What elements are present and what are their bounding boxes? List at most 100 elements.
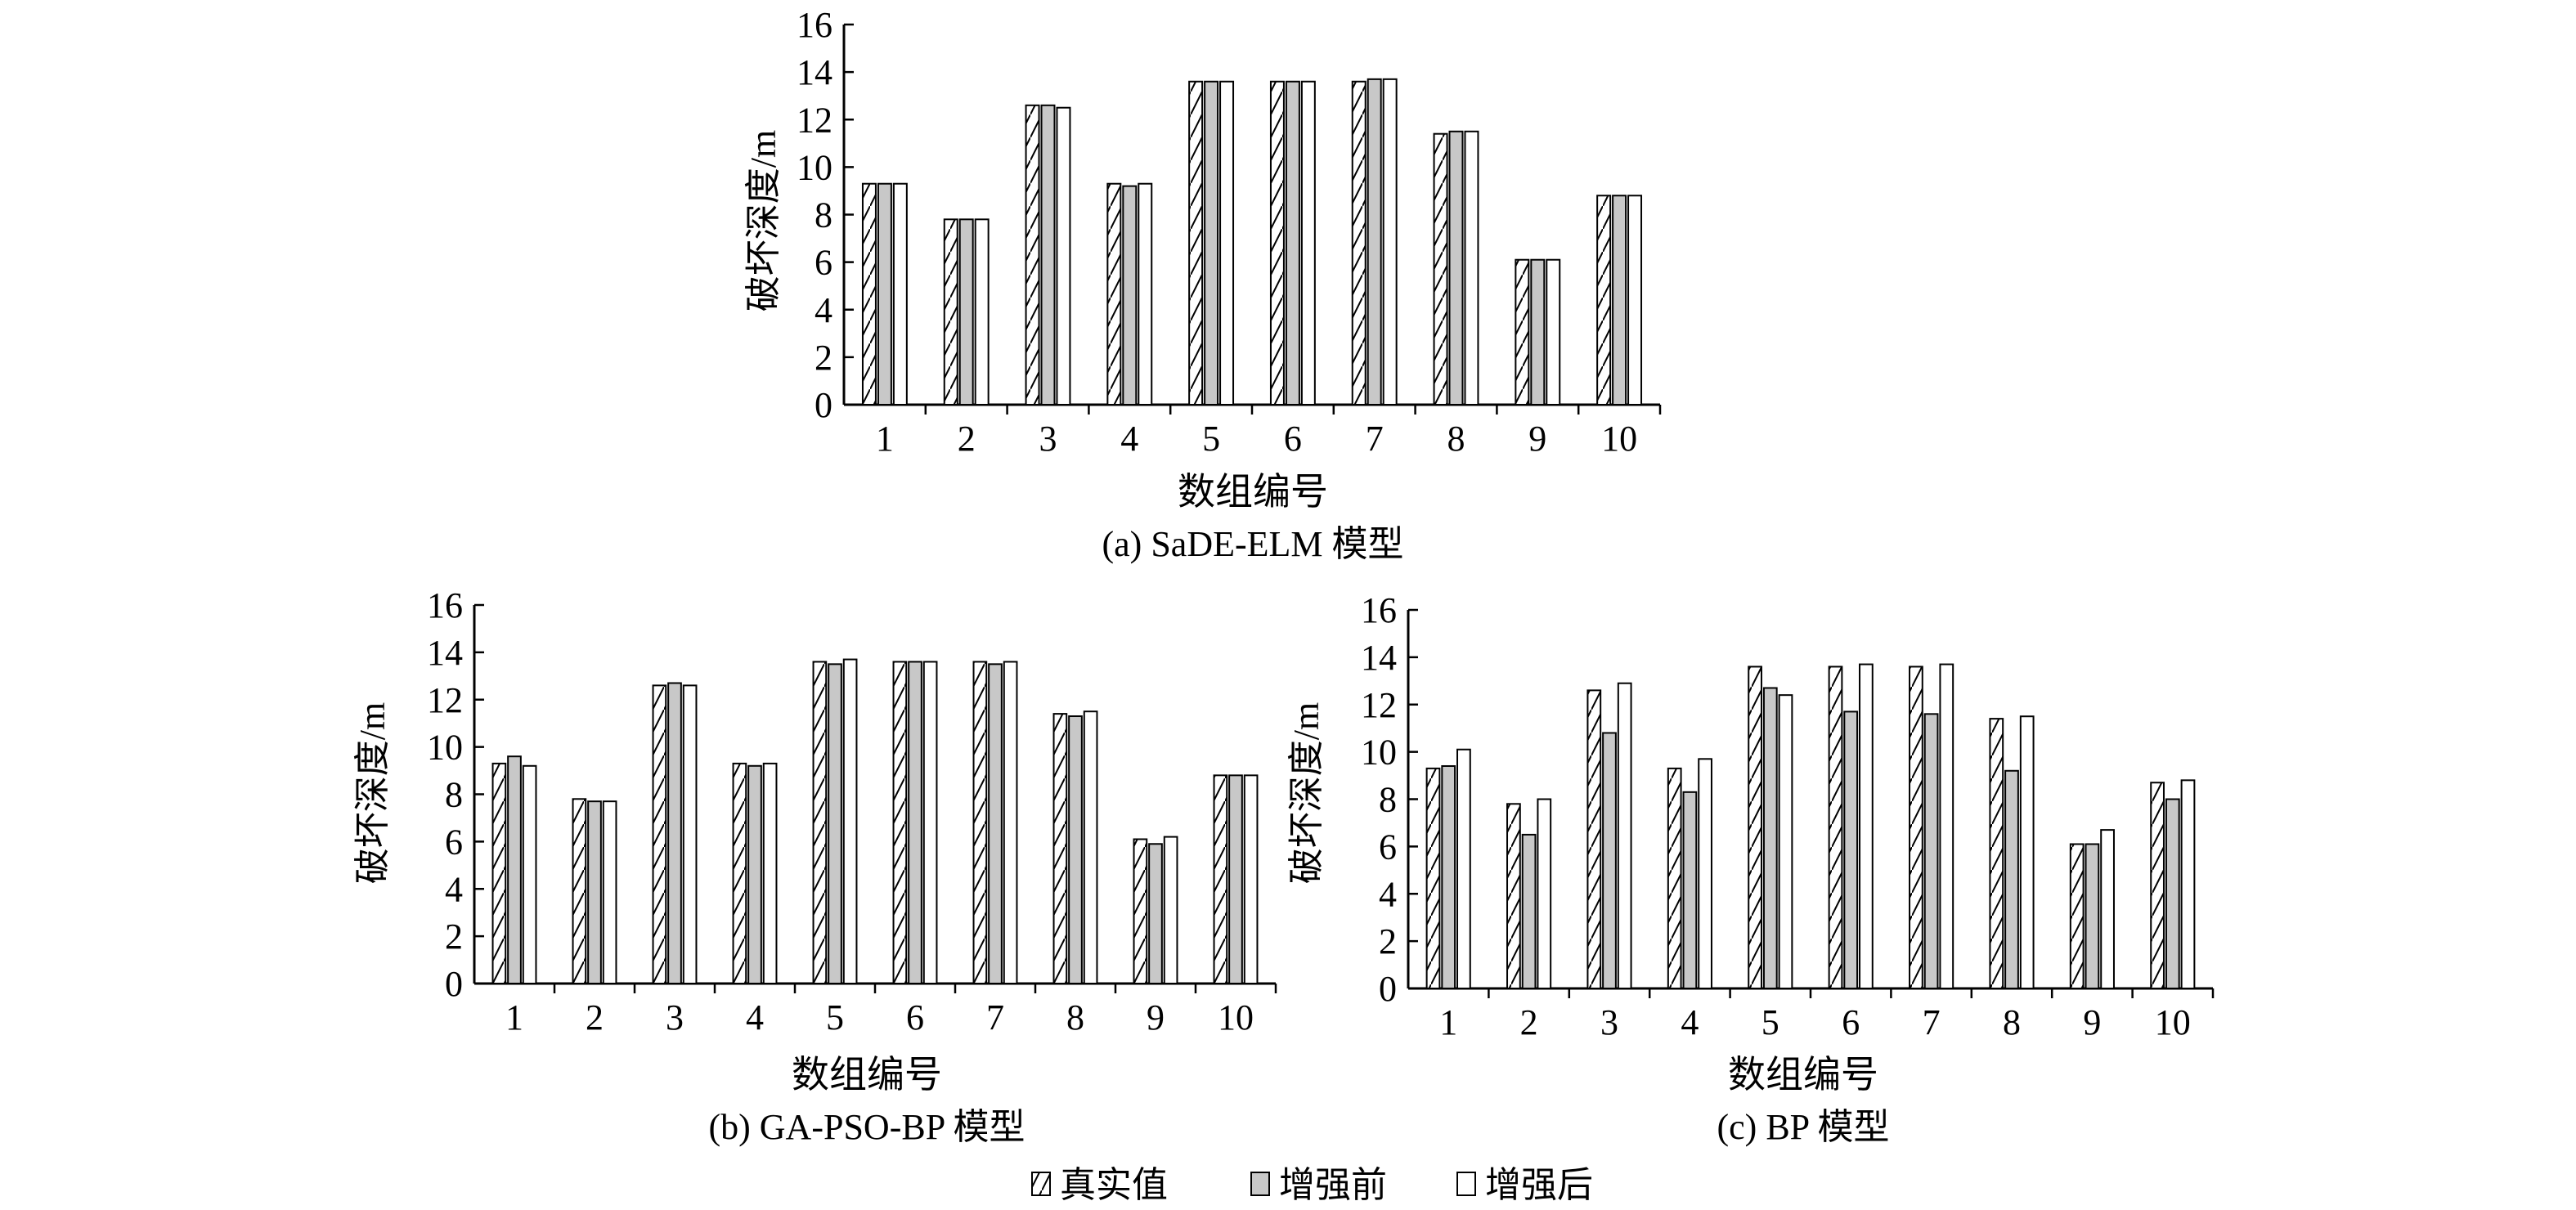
x-axis-label: 数组编号 [1728, 1054, 1878, 1096]
bar-after-8 [1083, 710, 1098, 984]
bar-after-3 [1056, 106, 1071, 406]
bar-before-8 [1068, 715, 1083, 984]
bar-after-7 [1939, 663, 1954, 990]
bar-before-2 [1521, 833, 1537, 989]
bar-after-5 [1778, 694, 1793, 989]
bar-true-value-4 [1106, 182, 1122, 406]
bar-after-9 [2100, 829, 2115, 990]
y-tick-label: 14 [797, 52, 832, 92]
bar-before-10 [1612, 195, 1627, 406]
bar-after-2 [1537, 798, 1552, 989]
bar-after-7 [1382, 78, 1398, 406]
bar-after-10 [1243, 774, 1259, 984]
bar-true-value-9 [2069, 843, 2085, 989]
y-tick-label: 2 [1379, 921, 1397, 961]
legend-label: 真实值 [1060, 1165, 1168, 1205]
bar-before-2 [587, 800, 602, 985]
bar-before-7 [1367, 78, 1382, 406]
y-tick-label: 10 [797, 147, 832, 187]
y-tick-label: 6 [445, 822, 463, 862]
x-tick-label: 6 [906, 997, 924, 1037]
bar-after-4 [762, 762, 778, 984]
bar-after-1 [1456, 748, 1471, 989]
bar-true-value-7 [1351, 80, 1367, 406]
y-tick-label: 6 [815, 243, 832, 283]
bar-before-5 [1762, 687, 1778, 990]
y-tick-label: 10 [1361, 733, 1397, 773]
x-tick-label: 4 [1120, 419, 1138, 459]
bar-before-4 [747, 764, 762, 985]
bar-after-10 [1627, 195, 1643, 406]
bar-before-2 [958, 218, 974, 406]
x-tick-label: 10 [1218, 997, 1254, 1037]
legend-swatch-white [1456, 1172, 1476, 1196]
legend-swatch-hatch [1031, 1172, 1051, 1196]
bar-true-value-1 [1425, 767, 1441, 989]
y-tick-label: 16 [797, 5, 832, 45]
bar-before-6 [1285, 80, 1300, 406]
y-tick-label: 16 [1361, 590, 1397, 630]
x-tick-label: 7 [986, 997, 1004, 1037]
bar-true-value-3 [1586, 689, 1602, 989]
bar-true-value-3 [1025, 104, 1040, 406]
bar-true-value-8 [1052, 713, 1068, 984]
bar-before-4 [1682, 791, 1698, 989]
bar-true-value-2 [572, 798, 587, 984]
bar-before-1 [1441, 764, 1456, 989]
bar-true-value-10 [2150, 782, 2165, 990]
bar-true-value-1 [491, 762, 507, 984]
bar-true-value-9 [1133, 838, 1148, 984]
bar-true-value-10 [1213, 774, 1228, 984]
x-tick-label: 5 [826, 997, 844, 1037]
bar-before-6 [908, 661, 922, 984]
y-axis-label: 破坏深度/m [352, 702, 393, 884]
y-tick-label: 8 [815, 195, 832, 235]
y-tick-label: 16 [427, 585, 463, 625]
x-tick-label: 7 [1923, 1002, 1941, 1042]
y-tick-label: 8 [1379, 780, 1397, 820]
x-tick-label: 2 [586, 997, 604, 1037]
y-tick-label: 12 [427, 680, 463, 720]
bar-after-2 [974, 218, 990, 406]
y-tick-label: 8 [445, 775, 463, 815]
bar-true-value-6 [1828, 666, 1843, 989]
bar-true-value-5 [1748, 666, 1762, 989]
bar-true-value-5 [812, 661, 828, 984]
legend-item-after: 增强后 [1456, 1165, 1593, 1205]
legend-item-before: 增强前 [1250, 1165, 1387, 1205]
bar-before-8 [2004, 769, 2019, 990]
bar-after-3 [1617, 682, 1632, 989]
y-tick-label: 2 [815, 338, 832, 378]
x-tick-label: 9 [2083, 1002, 2101, 1042]
bar-after-8 [1464, 130, 1479, 406]
legend-label: 增强后 [1485, 1165, 1593, 1205]
legend-swatch-gray [1250, 1172, 1270, 1196]
y-axis-label: 破坏深度/m [1286, 702, 1326, 884]
x-axis-label: 数组编号 [1178, 471, 1328, 513]
x-tick-label: 3 [666, 997, 684, 1037]
bar-true-value-7 [972, 661, 988, 984]
x-tick-label: 8 [1066, 997, 1084, 1037]
x-tick-label: 10 [2155, 1002, 2191, 1042]
bar-true-value-6 [1269, 80, 1285, 406]
x-tick-label: 3 [1039, 419, 1057, 459]
y-tick-label: 4 [445, 869, 463, 909]
bar-before-1 [877, 182, 892, 406]
bar-after-9 [1163, 836, 1178, 985]
bar-true-value-4 [732, 762, 747, 984]
panel-caption: (a) SaDE-ELM 模型 [1102, 524, 1403, 564]
bar-before-7 [988, 663, 1003, 984]
bar-true-value-7 [1909, 666, 1923, 989]
bar-before-5 [1204, 80, 1219, 406]
bar-before-3 [1040, 104, 1056, 406]
y-tick-label: 0 [1379, 969, 1397, 1009]
x-tick-label: 9 [1528, 419, 1546, 459]
x-tick-label: 1 [505, 997, 523, 1037]
x-tick-label: 9 [1147, 997, 1165, 1037]
bar-before-10 [2165, 798, 2180, 989]
bar-after-7 [1003, 661, 1018, 984]
bar-after-1 [522, 764, 537, 985]
